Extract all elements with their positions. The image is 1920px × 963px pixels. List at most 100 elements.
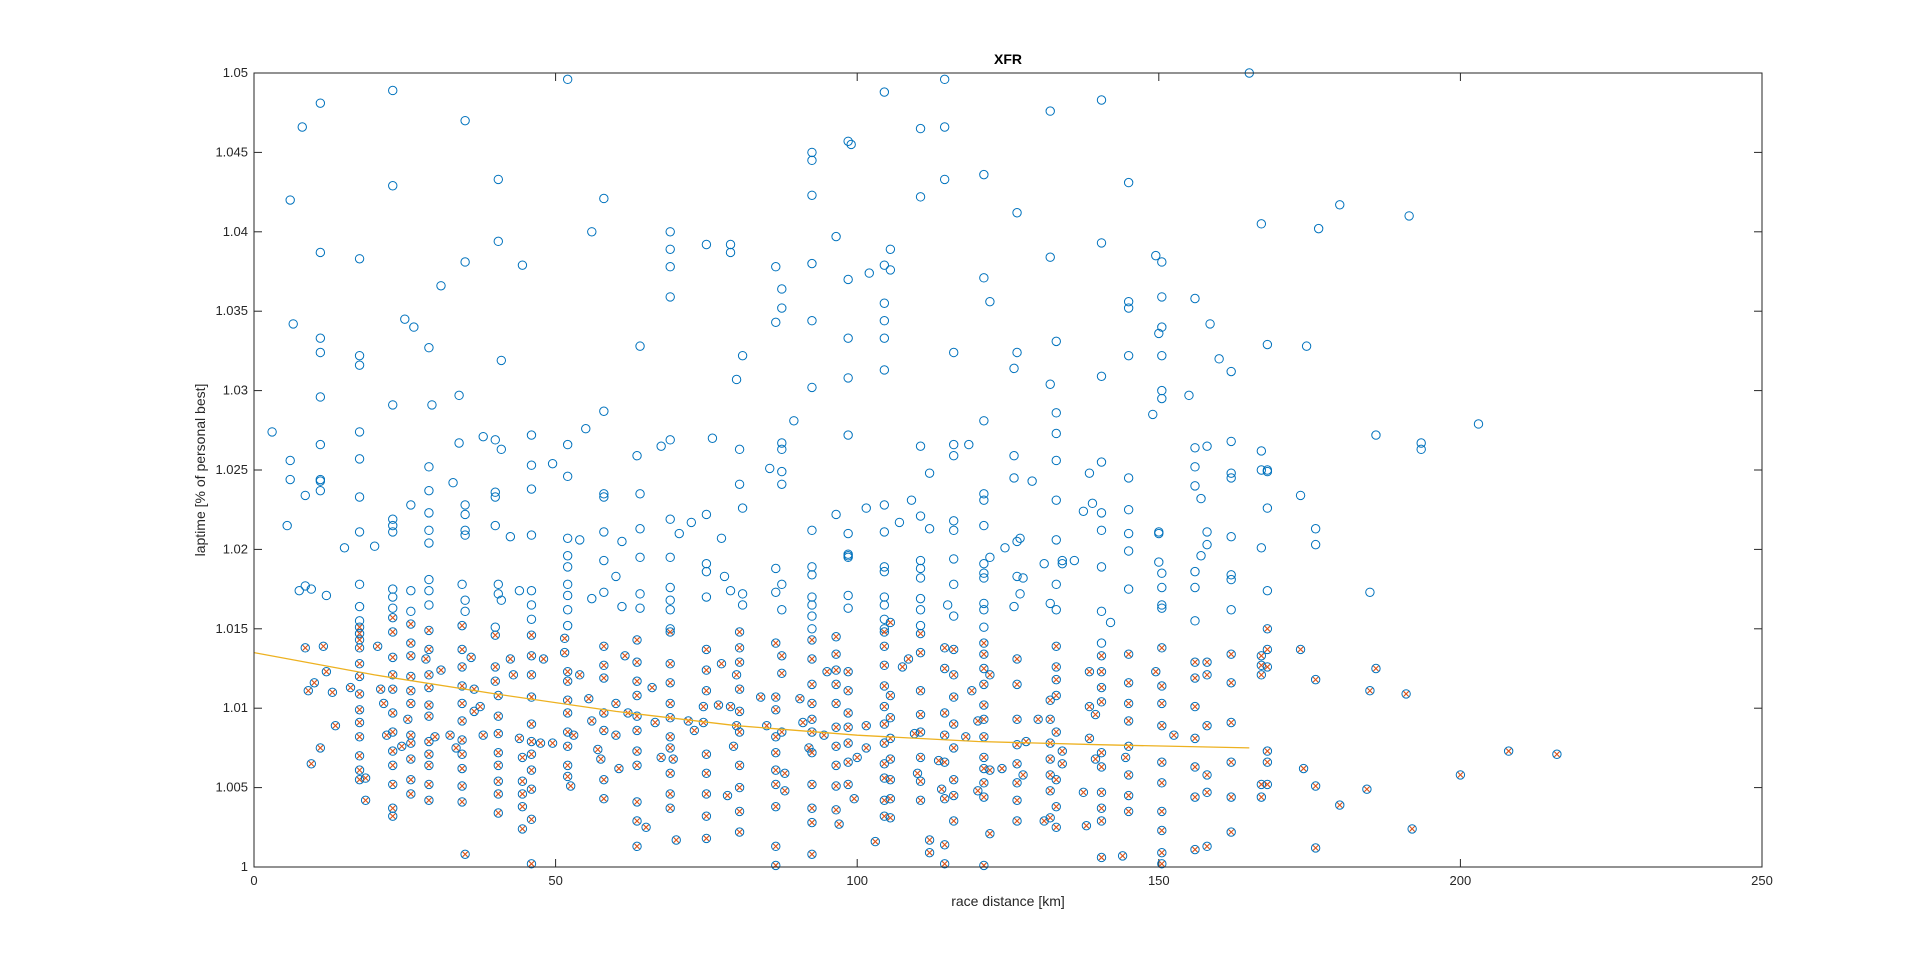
inlier-point xyxy=(807,714,817,725)
data-point xyxy=(327,687,338,698)
data-point xyxy=(505,654,516,664)
data-point xyxy=(1190,293,1200,304)
inlier-point xyxy=(1051,690,1061,701)
inlier-cross-mark xyxy=(724,792,731,799)
inlier-cross-mark xyxy=(425,646,432,653)
inlier-cross-mark xyxy=(980,733,987,740)
data-point xyxy=(1226,366,1236,377)
data-point xyxy=(734,479,745,489)
data-point xyxy=(1313,223,1324,234)
inlier-point xyxy=(424,625,434,636)
data-point xyxy=(731,670,742,680)
inlier-point xyxy=(807,698,817,709)
inlier-cross-mark xyxy=(495,762,502,769)
inlier-cross-mark xyxy=(528,860,535,867)
data-point xyxy=(843,528,853,539)
data-point xyxy=(562,579,573,590)
inlier-point xyxy=(360,795,371,806)
data-point xyxy=(575,670,585,680)
data-point xyxy=(879,298,890,308)
inlier-point xyxy=(734,782,745,793)
inlier-cross-mark xyxy=(772,706,779,713)
data-point xyxy=(493,789,503,799)
data-point xyxy=(424,625,434,636)
inlier-point xyxy=(701,749,712,759)
data-point xyxy=(1226,827,1236,837)
data-point xyxy=(315,247,326,258)
inlier-cross-mark xyxy=(733,671,740,678)
inlier-cross-mark xyxy=(703,790,710,797)
data-point xyxy=(427,400,437,410)
data-point xyxy=(345,682,356,693)
data-point xyxy=(949,554,959,564)
data-point xyxy=(701,644,712,655)
inlier-point xyxy=(517,824,528,834)
data-point xyxy=(1012,778,1022,788)
x-tick-label: 250 xyxy=(1751,873,1773,888)
data-point xyxy=(599,774,609,785)
inlier-point xyxy=(979,752,989,763)
data-point xyxy=(728,741,739,752)
inlier-point xyxy=(559,647,570,658)
data-point xyxy=(617,601,627,612)
data-point xyxy=(526,530,537,540)
inlier-cross-mark xyxy=(570,732,577,739)
data-point xyxy=(372,641,383,651)
data-point xyxy=(734,760,745,771)
data-point xyxy=(1087,498,1098,509)
data-point xyxy=(493,728,503,739)
inlier-point xyxy=(1455,770,1466,780)
data-point xyxy=(526,651,537,661)
inlier-point xyxy=(701,665,712,675)
inlier-cross-mark xyxy=(914,770,921,777)
data-point xyxy=(777,303,787,313)
inlier-point xyxy=(665,789,675,799)
inlier-point xyxy=(1202,787,1212,798)
data-point xyxy=(665,262,675,272)
inlier-point xyxy=(562,771,573,782)
data-point xyxy=(475,701,485,712)
data-point xyxy=(1455,770,1466,780)
inlier-cross-mark xyxy=(772,733,779,740)
data-point xyxy=(1051,674,1061,685)
data-point xyxy=(1190,566,1200,577)
inlier-cross-mark xyxy=(459,646,466,653)
data-markers xyxy=(267,68,1562,871)
data-point xyxy=(315,476,326,486)
inlier-point xyxy=(406,774,416,785)
inlier-cross-mark xyxy=(986,767,993,774)
inlier-point xyxy=(1262,644,1273,655)
inlier-point xyxy=(728,741,739,752)
data-point xyxy=(354,643,365,653)
inlier-cross-mark xyxy=(736,762,743,769)
inlier-point xyxy=(354,717,365,728)
data-point xyxy=(831,698,841,709)
inlier-cross-mark xyxy=(808,655,815,662)
data-point xyxy=(985,670,995,680)
data-point xyxy=(780,768,790,779)
inlier-cross-mark xyxy=(323,668,330,675)
data-point xyxy=(1226,717,1236,728)
inlier-cross-mark xyxy=(938,786,945,793)
inlier-point xyxy=(493,776,503,786)
data-point xyxy=(517,801,528,812)
inlier-cross-mark xyxy=(1086,668,1093,675)
inlier-cross-mark xyxy=(833,681,840,688)
inlier-cross-mark xyxy=(1125,679,1132,686)
inlier-cross-mark xyxy=(492,632,499,639)
data-point xyxy=(1196,493,1206,504)
inlier-cross-mark xyxy=(772,843,779,850)
data-point xyxy=(1045,379,1055,389)
inlier-cross-mark xyxy=(389,813,396,820)
inlier-cross-mark xyxy=(926,837,933,843)
data-point xyxy=(1078,506,1089,516)
data-point xyxy=(457,735,467,745)
data-point xyxy=(360,773,371,783)
inlier-cross-mark xyxy=(389,729,396,736)
data-point xyxy=(300,490,310,501)
inlier-point xyxy=(1123,649,1134,659)
inlier-point xyxy=(1295,644,1306,655)
inlier-cross-mark xyxy=(1047,771,1054,778)
inlier-point xyxy=(388,652,398,663)
data-point xyxy=(1154,527,1164,537)
